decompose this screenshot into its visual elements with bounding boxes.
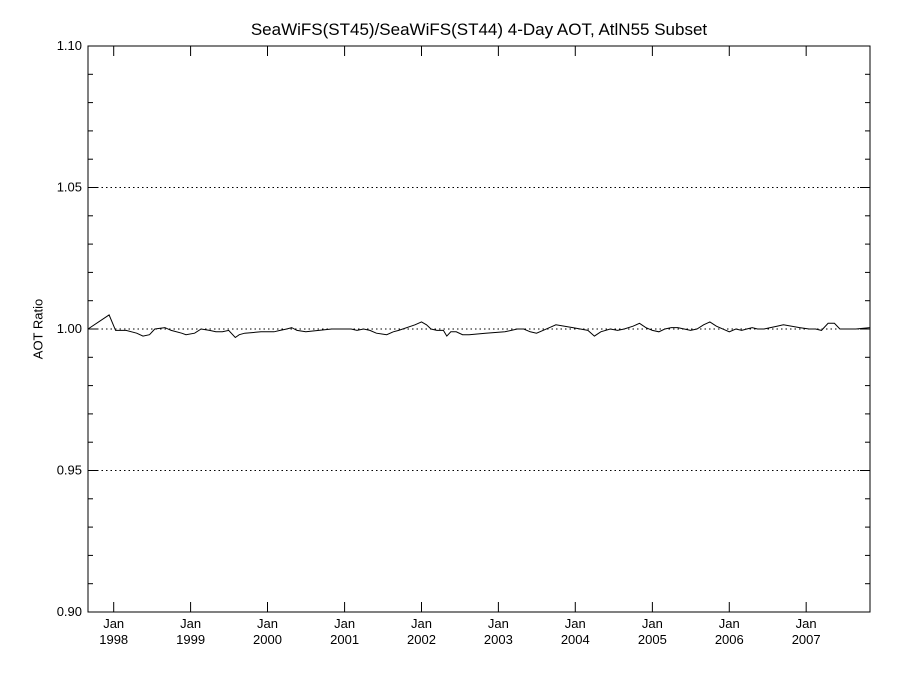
y-tick-labels: 0.90 0.95 1.00 1.05 1.10: [57, 38, 82, 619]
y-tick-label: 0.95: [57, 463, 82, 478]
x-tick-label-year: 2007: [792, 632, 821, 647]
x-tick-label-year: 2004: [561, 632, 590, 647]
x-tick-label-year: 2003: [484, 632, 513, 647]
x-tick-label-month: Jan: [411, 616, 432, 631]
x-tick-label-year: 1999: [176, 632, 205, 647]
x-tick-label-month: Jan: [796, 616, 817, 631]
x-tick-label-month: Jan: [180, 616, 201, 631]
x-tick-label-year: 2000: [253, 632, 282, 647]
x-tick-label-month: Jan: [334, 616, 355, 631]
x-tick-label-year: 1998: [99, 632, 128, 647]
x-tick-label-year: 2001: [330, 632, 359, 647]
x-tick-label-month: Jan: [257, 616, 278, 631]
chart-title: SeaWiFS(ST45)/SeaWiFS(ST44) 4-Day AOT, A…: [250, 20, 708, 39]
x-tick-label-month: Jan: [488, 616, 509, 631]
grid-layer: [88, 187, 870, 471]
x-tick-label-month: Jan: [565, 616, 586, 631]
x-tick-label-month: Jan: [719, 616, 740, 631]
x-tick-label-month: Jan: [642, 616, 663, 631]
x-tick-label-month: Jan: [103, 616, 124, 631]
y-tick-label: 1.10: [57, 38, 82, 53]
y-tick-label: 1.05: [57, 180, 82, 195]
x-tick-label-year: 2006: [715, 632, 744, 647]
y-tick-label: 0.90: [57, 604, 82, 619]
tick-layer: [88, 45, 870, 613]
y-tick-label: 1.00: [57, 321, 82, 336]
series-layer: [87, 314, 871, 339]
x-tick-labels: Jan1998Jan1999Jan2000Jan2001Jan2002Jan20…: [99, 616, 820, 647]
x-tick-label-year: 2005: [638, 632, 667, 647]
series-line: [87, 314, 871, 339]
x-tick-label-year: 2002: [407, 632, 436, 647]
